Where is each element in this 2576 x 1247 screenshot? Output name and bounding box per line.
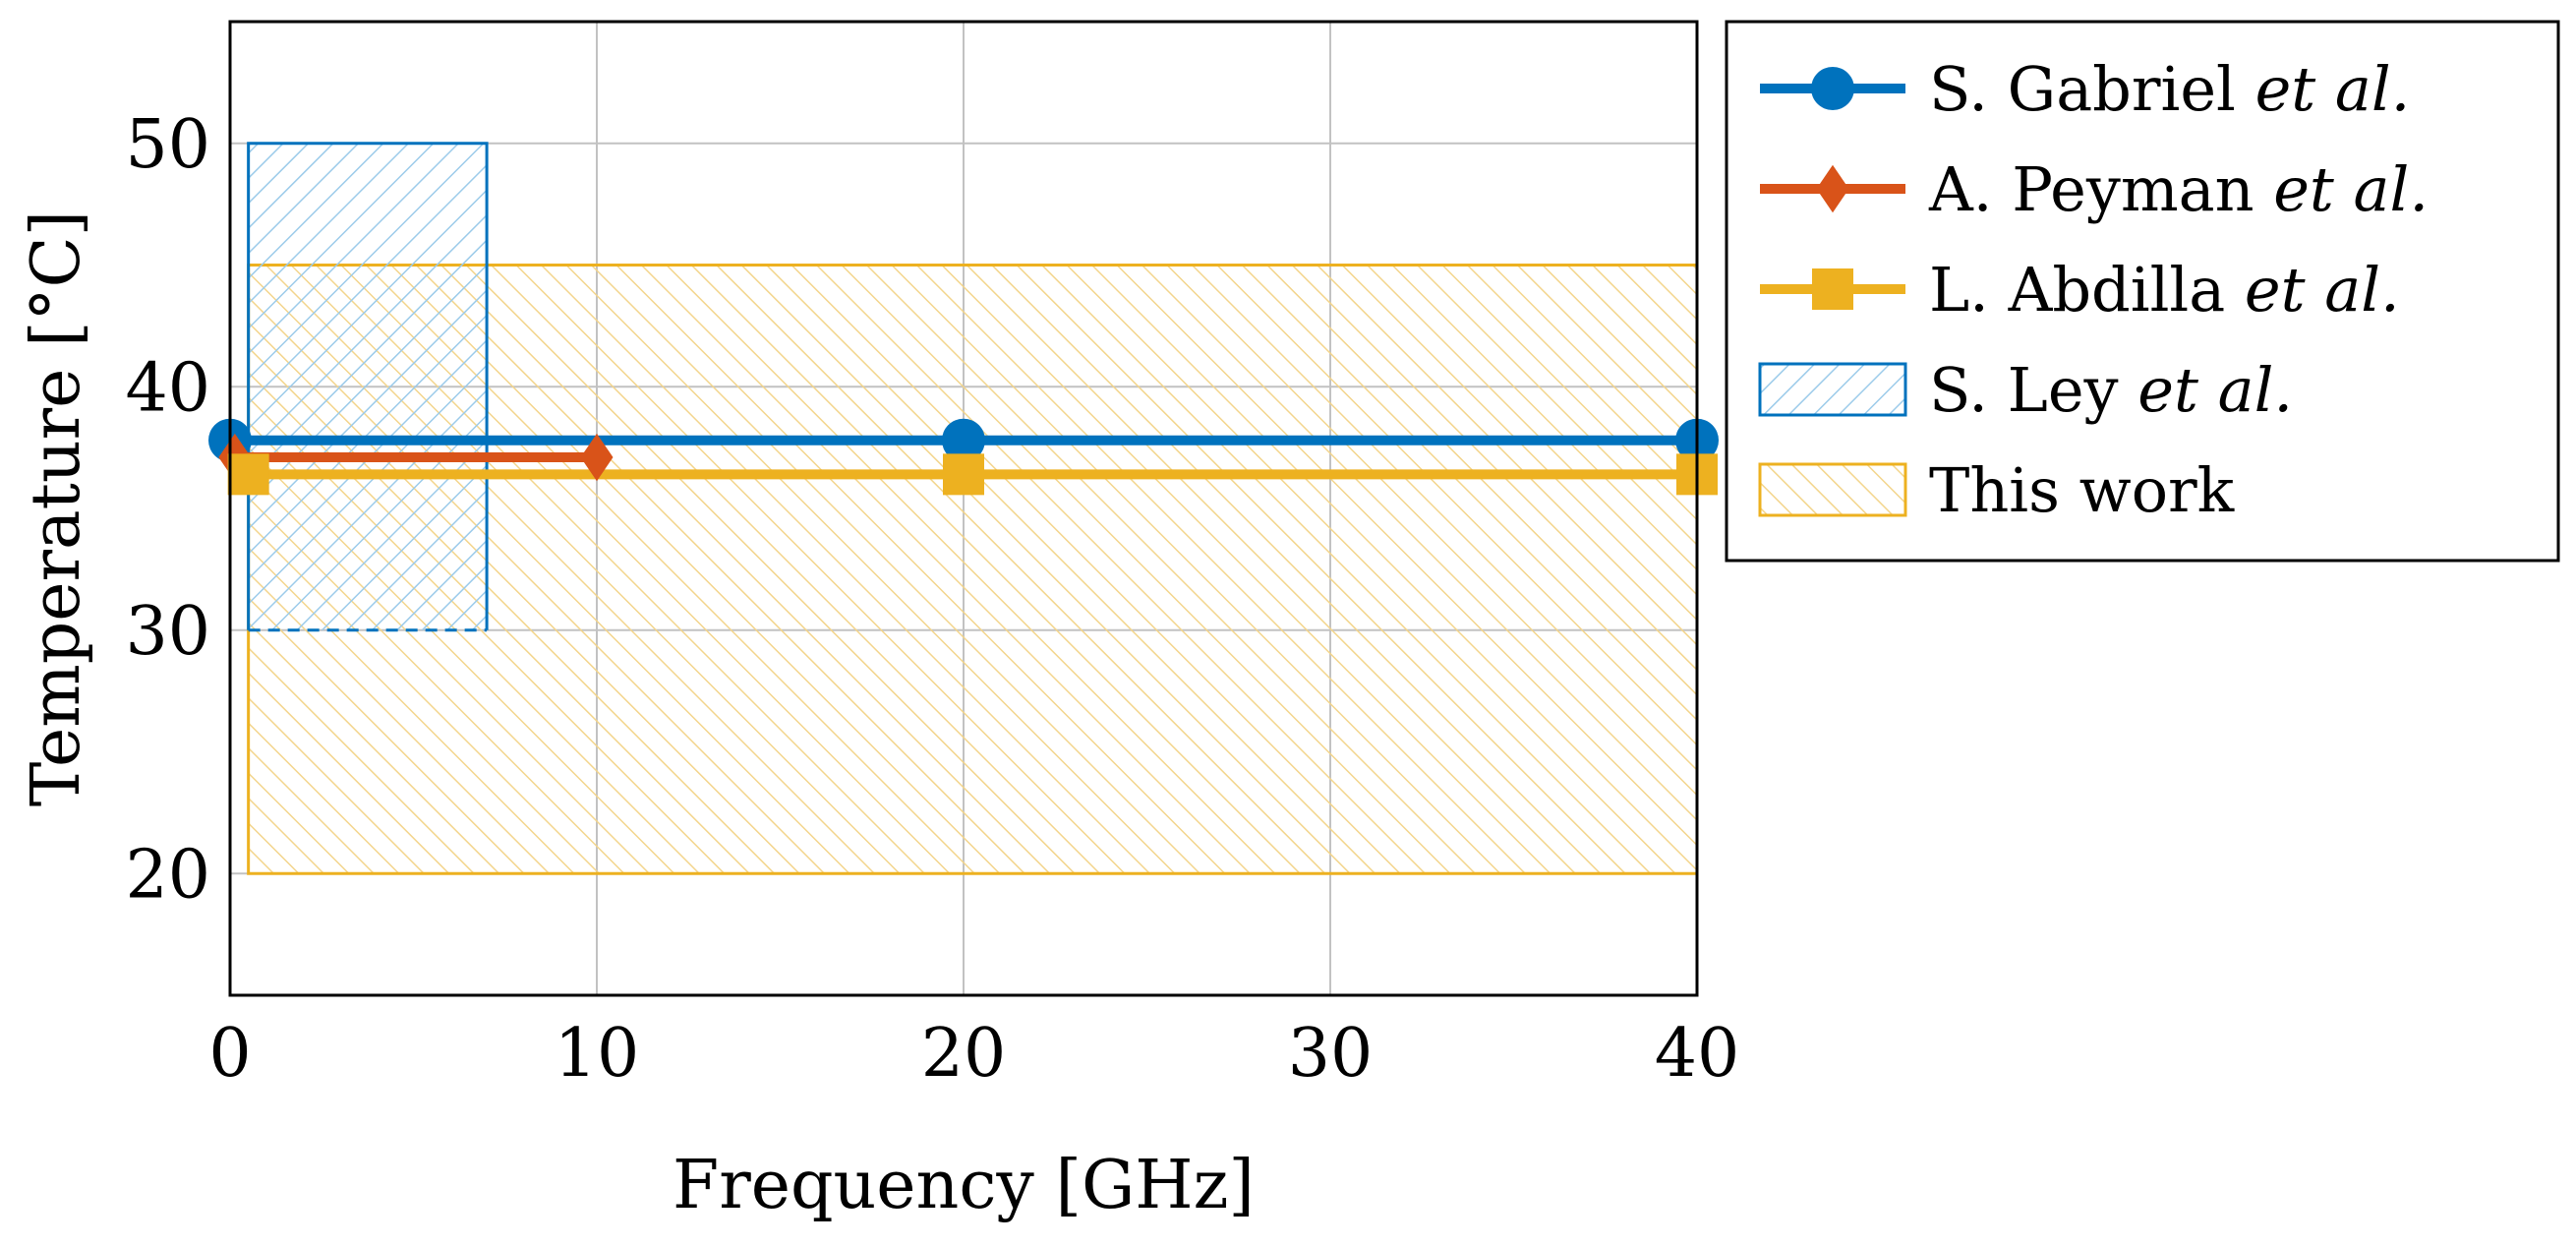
x-tick-label: 30 — [1288, 1015, 1374, 1093]
marker-l-abdilla — [943, 453, 984, 496]
legend-name: This work — [1929, 454, 2235, 526]
legend-suffix: et al. — [2254, 153, 2430, 225]
legend-marker — [1812, 268, 1853, 310]
legend-label: S. Gabriel et al. — [1929, 53, 2410, 125]
legend-label: S. Ley et al. — [1929, 354, 2293, 426]
area-series — [247, 142, 1697, 875]
x-tick-label: 20 — [921, 1015, 1007, 1093]
legend-swatch — [1758, 462, 1907, 517]
legend-marker — [1816, 164, 1849, 213]
x-tick-label: 10 — [555, 1015, 640, 1093]
legend-item-a-peyman: A. Peyman et al. — [1760, 153, 2429, 225]
legend-name: L. Abdilla — [1929, 254, 2225, 326]
legend-item-l-abdilla: L. Abdilla et al. — [1760, 254, 2400, 326]
legend-suffix: et al. — [2236, 53, 2411, 125]
y-tick-labels: 20 30 40 50 — [125, 106, 210, 915]
y-tick-label: 30 — [125, 593, 210, 671]
legend-swatch — [1758, 362, 1907, 417]
x-tick-label: 40 — [1655, 1015, 1740, 1093]
marker-s-gabriel — [942, 418, 985, 462]
y-tick-label: 50 — [125, 106, 210, 184]
plot-frame — [228, 20, 1699, 997]
legend-suffix: et al. — [2119, 354, 2294, 426]
legend-name: S. Gabriel — [1929, 53, 2236, 125]
marker-l-abdilla — [227, 453, 269, 496]
legend-item-this-work: This work — [1758, 454, 2235, 526]
y-tick-label: 40 — [125, 349, 210, 427]
legend: S. Gabriel et al.A. Peyman et al.L. Abdi… — [1725, 20, 2560, 563]
legend-name: S. Ley — [1929, 354, 2119, 426]
legend-label: A. Peyman et al. — [1928, 153, 2429, 225]
area-outline — [247, 142, 489, 630]
x-tick-labels: 0 10 20 30 40 — [208, 1015, 1739, 1093]
legend-name: A. Peyman — [1928, 153, 2254, 225]
legend-suffix: et al. — [2225, 254, 2400, 326]
marker-a-peyman — [580, 433, 614, 482]
legend-label: This work — [1929, 454, 2235, 526]
area-s-ley — [248, 143, 488, 630]
x-axis-title: Frequency [GHz] — [673, 1147, 1255, 1224]
legend-item-s-gabriel: S. Gabriel et al. — [1760, 53, 2410, 125]
y-axis-title: Temperature [°C] — [18, 210, 95, 806]
area-this-work — [248, 265, 1697, 874]
legend-item-s-ley: S. Ley et al. — [1758, 354, 2293, 426]
y-tick-label: 20 — [125, 836, 210, 914]
x-tick-label: 0 — [208, 1015, 251, 1093]
legend-label: L. Abdilla et al. — [1929, 254, 2400, 326]
legend-marker — [1811, 67, 1854, 110]
